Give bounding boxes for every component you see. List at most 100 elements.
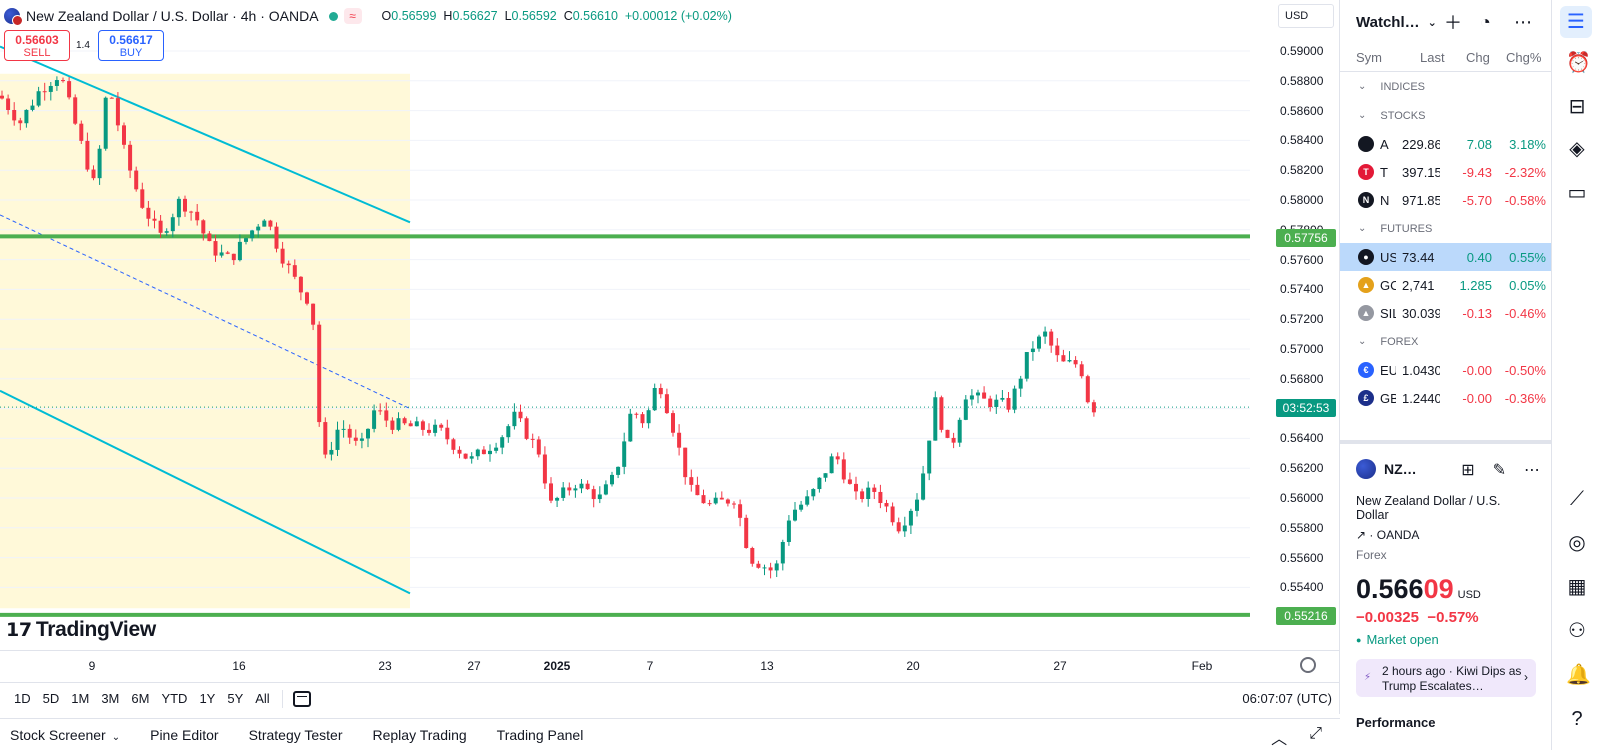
candle-body: [756, 563, 761, 568]
edit-icon[interactable]: ✎: [1492, 462, 1506, 479]
col-chg[interactable]: Chg: [1466, 50, 1490, 65]
news-headline[interactable]: 2 hours ago · Kiwi Dips as Trump Escalat…: [1356, 659, 1536, 697]
candle-body: [1037, 336, 1041, 349]
watchlist-row[interactable]: £ GB 1.2440 -0.00 -0.36%: [1340, 384, 1551, 412]
ohlc-values: O0.56599 H0.56627 L0.56592 C0.56610 +0.0…: [381, 9, 732, 23]
bottom-tab-replay-trading[interactable]: Replay Trading: [372, 726, 467, 743]
bottom-tab-pine-editor[interactable]: Pine Editor: [150, 726, 219, 743]
details-exchange[interactable]: ↗ · OANDA: [1356, 528, 1420, 542]
row-change-pct: 0.55%: [1509, 250, 1546, 265]
watchlist-title[interactable]: Watchl…: [1356, 13, 1420, 31]
range-button-3m[interactable]: 3M: [101, 691, 120, 706]
advanced-view-icon[interactable]: ◔: [1480, 11, 1491, 32]
drawing-tool-icon[interactable]: ⟋: [1570, 488, 1584, 510]
candle-body: [48, 85, 53, 92]
more-options-icon[interactable]: ⋯: [1514, 11, 1532, 32]
layers-icon[interactable]: ◈: [1569, 138, 1585, 160]
candle-body: [1018, 378, 1023, 389]
watchlist-row[interactable]: T T 397.15 -9.43 -2.32%: [1340, 158, 1551, 186]
watchlist-row[interactable]: € EU 1.0430 -0.00 -0.50%: [1340, 356, 1551, 384]
candle-body: [378, 410, 383, 412]
col-sym[interactable]: Sym: [1356, 50, 1382, 65]
candle-body: [780, 541, 785, 564]
add-symbol-icon[interactable]: ＋: [1444, 13, 1462, 33]
people-icon[interactable]: ⚇: [1568, 620, 1586, 642]
watchlist-row[interactable]: ▲ SIL 30.039 -0.13 -0.46%: [1340, 299, 1551, 327]
watchlist-row[interactable]: ● US 73.44 0.40 0.55%: [1340, 243, 1551, 271]
alarm-clock-icon[interactable]: ⏰: [1566, 52, 1591, 74]
bell-icon[interactable]: 🔔: [1566, 664, 1591, 686]
candle-body: [671, 413, 675, 433]
range-button-5y[interactable]: 5Y: [227, 691, 244, 706]
candle-body: [786, 520, 791, 542]
bottom-tab-trading-panel[interactable]: Trading Panel: [496, 726, 584, 743]
candle-body: [982, 392, 987, 399]
col-last[interactable]: Last: [1420, 50, 1445, 65]
bottom-tab-stock-screener[interactable]: Stock Screener ⌄: [10, 726, 121, 743]
candle-body: [335, 429, 340, 450]
candle-body: [122, 125, 126, 145]
range-button-1m[interactable]: 1M: [71, 691, 90, 706]
bottom-tab-strategy-tester[interactable]: Strategy Tester: [248, 726, 343, 743]
chart-canvas[interactable]: [0, 0, 1340, 650]
time-axis[interactable]: 9 16 23 27 2025 7 13 20 27 Feb: [0, 650, 1340, 678]
maximize-panel-icon[interactable]: ⤢: [1309, 725, 1322, 742]
row-change: -5.70: [1462, 193, 1492, 208]
candle-body: [433, 424, 438, 433]
chevron-down-icon: ⌄: [1358, 81, 1367, 92]
chat-icon[interactable]: ▭: [1567, 182, 1587, 204]
collapse-chevron-up-icon[interactable]: ︿: [1271, 731, 1288, 748]
chevron-down-icon[interactable]: ⌄: [1427, 16, 1437, 29]
target-icon[interactable]: ◎: [1568, 532, 1586, 554]
help-icon[interactable]: ?: [1571, 708, 1583, 730]
more-options-icon[interactable]: ⋯: [1524, 462, 1540, 479]
candle-body: [109, 97, 114, 99]
candle-body: [744, 517, 749, 549]
watchlist-row[interactable]: ▲ GC 2,741 1.285 0.05%: [1340, 271, 1551, 299]
section-futures[interactable]: ⌄ FUTURES: [1358, 222, 1433, 235]
candle-body: [628, 413, 633, 442]
candle-body: [1024, 352, 1029, 379]
currency-selector[interactable]: USD: [1278, 4, 1334, 28]
range-button-5d[interactable]: 5D: [42, 691, 60, 706]
wave-icon[interactable]: ≈: [343, 8, 362, 24]
range-button-1y[interactable]: 1Y: [199, 691, 216, 706]
candle-body: [622, 441, 627, 467]
grid-icon[interactable]: ⊞: [1461, 462, 1475, 479]
calendar-icon[interactable]: ▦: [1567, 576, 1587, 598]
candle-body: [323, 422, 328, 455]
section-indices[interactable]: ⌄ INDICES: [1358, 80, 1426, 93]
add-list-icon[interactable]: ⊟: [1568, 96, 1586, 118]
price-label: 0.58000: [1280, 193, 1324, 207]
buy-button[interactable]: 0.56617 BUY: [98, 30, 164, 61]
time-label: 7: [646, 659, 654, 673]
col-chgp[interactable]: Chg%: [1506, 50, 1542, 65]
candle-body: [658, 387, 663, 395]
chart-area[interactable]: New Zealand Dollar / U.S. Dollar · 4h · …: [0, 0, 1340, 714]
candle-body: [463, 453, 468, 459]
section-forex[interactable]: ⌄ FOREX: [1358, 335, 1419, 348]
candle-body: [372, 410, 377, 429]
watchlist-icon[interactable]: ☰: [1560, 6, 1592, 38]
tradingview-logo[interactable]: 𝟭𝟳 TradingView: [6, 618, 160, 642]
utc-clock[interactable]: 06:07:07 (UTC): [1242, 691, 1332, 706]
candle-body: [115, 98, 120, 126]
range-button-1d[interactable]: 1D: [14, 691, 31, 706]
candle-body: [908, 510, 913, 526]
candle-body: [91, 169, 96, 179]
symbol-title[interactable]: New Zealand Dollar / U.S. Dollar · 4h · …: [26, 8, 319, 24]
calendar-icon[interactable]: [292, 690, 311, 707]
range-button-all[interactable]: All: [255, 691, 270, 706]
sell-button[interactable]: 0.56603 SELL: [4, 30, 70, 61]
chart-settings-gear-icon[interactable]: [1300, 657, 1316, 673]
watchlist-row[interactable]: N N 971.85 -5.70 -0.58%: [1340, 186, 1551, 214]
candle-body: [292, 265, 297, 277]
details-symbol[interactable]: NZ…: [1384, 461, 1417, 477]
watchlist-row[interactable]: A 229.86 7.08 3.18%: [1340, 130, 1551, 158]
section-stocks[interactable]: ⌄ STOCKS: [1358, 109, 1426, 122]
candle-body: [939, 397, 944, 430]
range-button-6m[interactable]: 6M: [131, 691, 150, 706]
range-button-ytd[interactable]: YTD: [161, 691, 188, 706]
candle-body: [457, 449, 462, 454]
candle-body: [536, 439, 541, 455]
